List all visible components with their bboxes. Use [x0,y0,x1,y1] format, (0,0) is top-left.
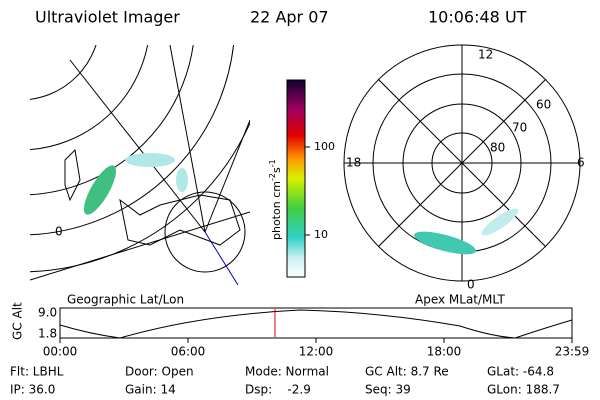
info-field: GC Alt: 8.7 Re [365,365,449,379]
info-table: Flt: LBHL Door: Open Mode: Normal GC Alt: 8… [10,365,560,397]
colorbar-tick: 10 [314,228,328,241]
info-field: Door: Open [125,365,194,379]
time-tick-label: 00:00 [43,345,78,359]
mlt-label: 0 [467,278,475,292]
mlt-map [343,44,581,282]
colorbar [286,79,306,278]
mlat-label: 70 [512,121,527,135]
title: Ultraviolet Imager [35,8,180,27]
mlt-label: 12 [478,48,493,62]
colorbar-label: photon cm-2s-1 [268,159,284,240]
time-tick-label: 12:00 [299,345,334,359]
info-field: Mode: Normal [245,365,329,379]
date: 22 Apr 07 [250,8,329,27]
info-field: Flt: LBHL [10,365,64,379]
alt-tick: 1.8 [38,327,57,341]
time-tick-label: 18:00 [427,345,462,359]
lon-label: 0 [55,225,63,239]
time-axis: 00:00 06:00 12:00 18:00 23:59 [43,338,590,359]
map-caption: Apex MLat/MLT [415,293,505,307]
colorbar-tick: 100 [314,140,335,153]
info-field: Dsp: -2.9 [245,383,311,397]
mlt-label: 18 [346,156,361,170]
info-field: GLon: 188.7 [487,383,560,397]
alt-tick: 9.0 [38,306,57,320]
alt-axis-label: GC Alt [11,302,25,340]
info-field: GLat: -64.8 [487,365,554,379]
geographic-map [30,45,250,285]
info-field: Gain: 14 [125,383,176,397]
time: 10:06:48 UT [428,8,527,27]
altitude-curve [59,309,573,339]
info-field: IP: 36.0 [10,383,55,397]
info-field: Seq: 39 [365,383,411,397]
mlat-label: 60 [536,98,551,112]
mlt-label: 6 [577,156,585,170]
time-tick-label: 23:59 [555,345,590,359]
map-caption: Geographic Lat/Lon [67,293,184,307]
mlat-label: 80 [490,141,505,155]
time-tick-label: 06:00 [171,345,206,359]
